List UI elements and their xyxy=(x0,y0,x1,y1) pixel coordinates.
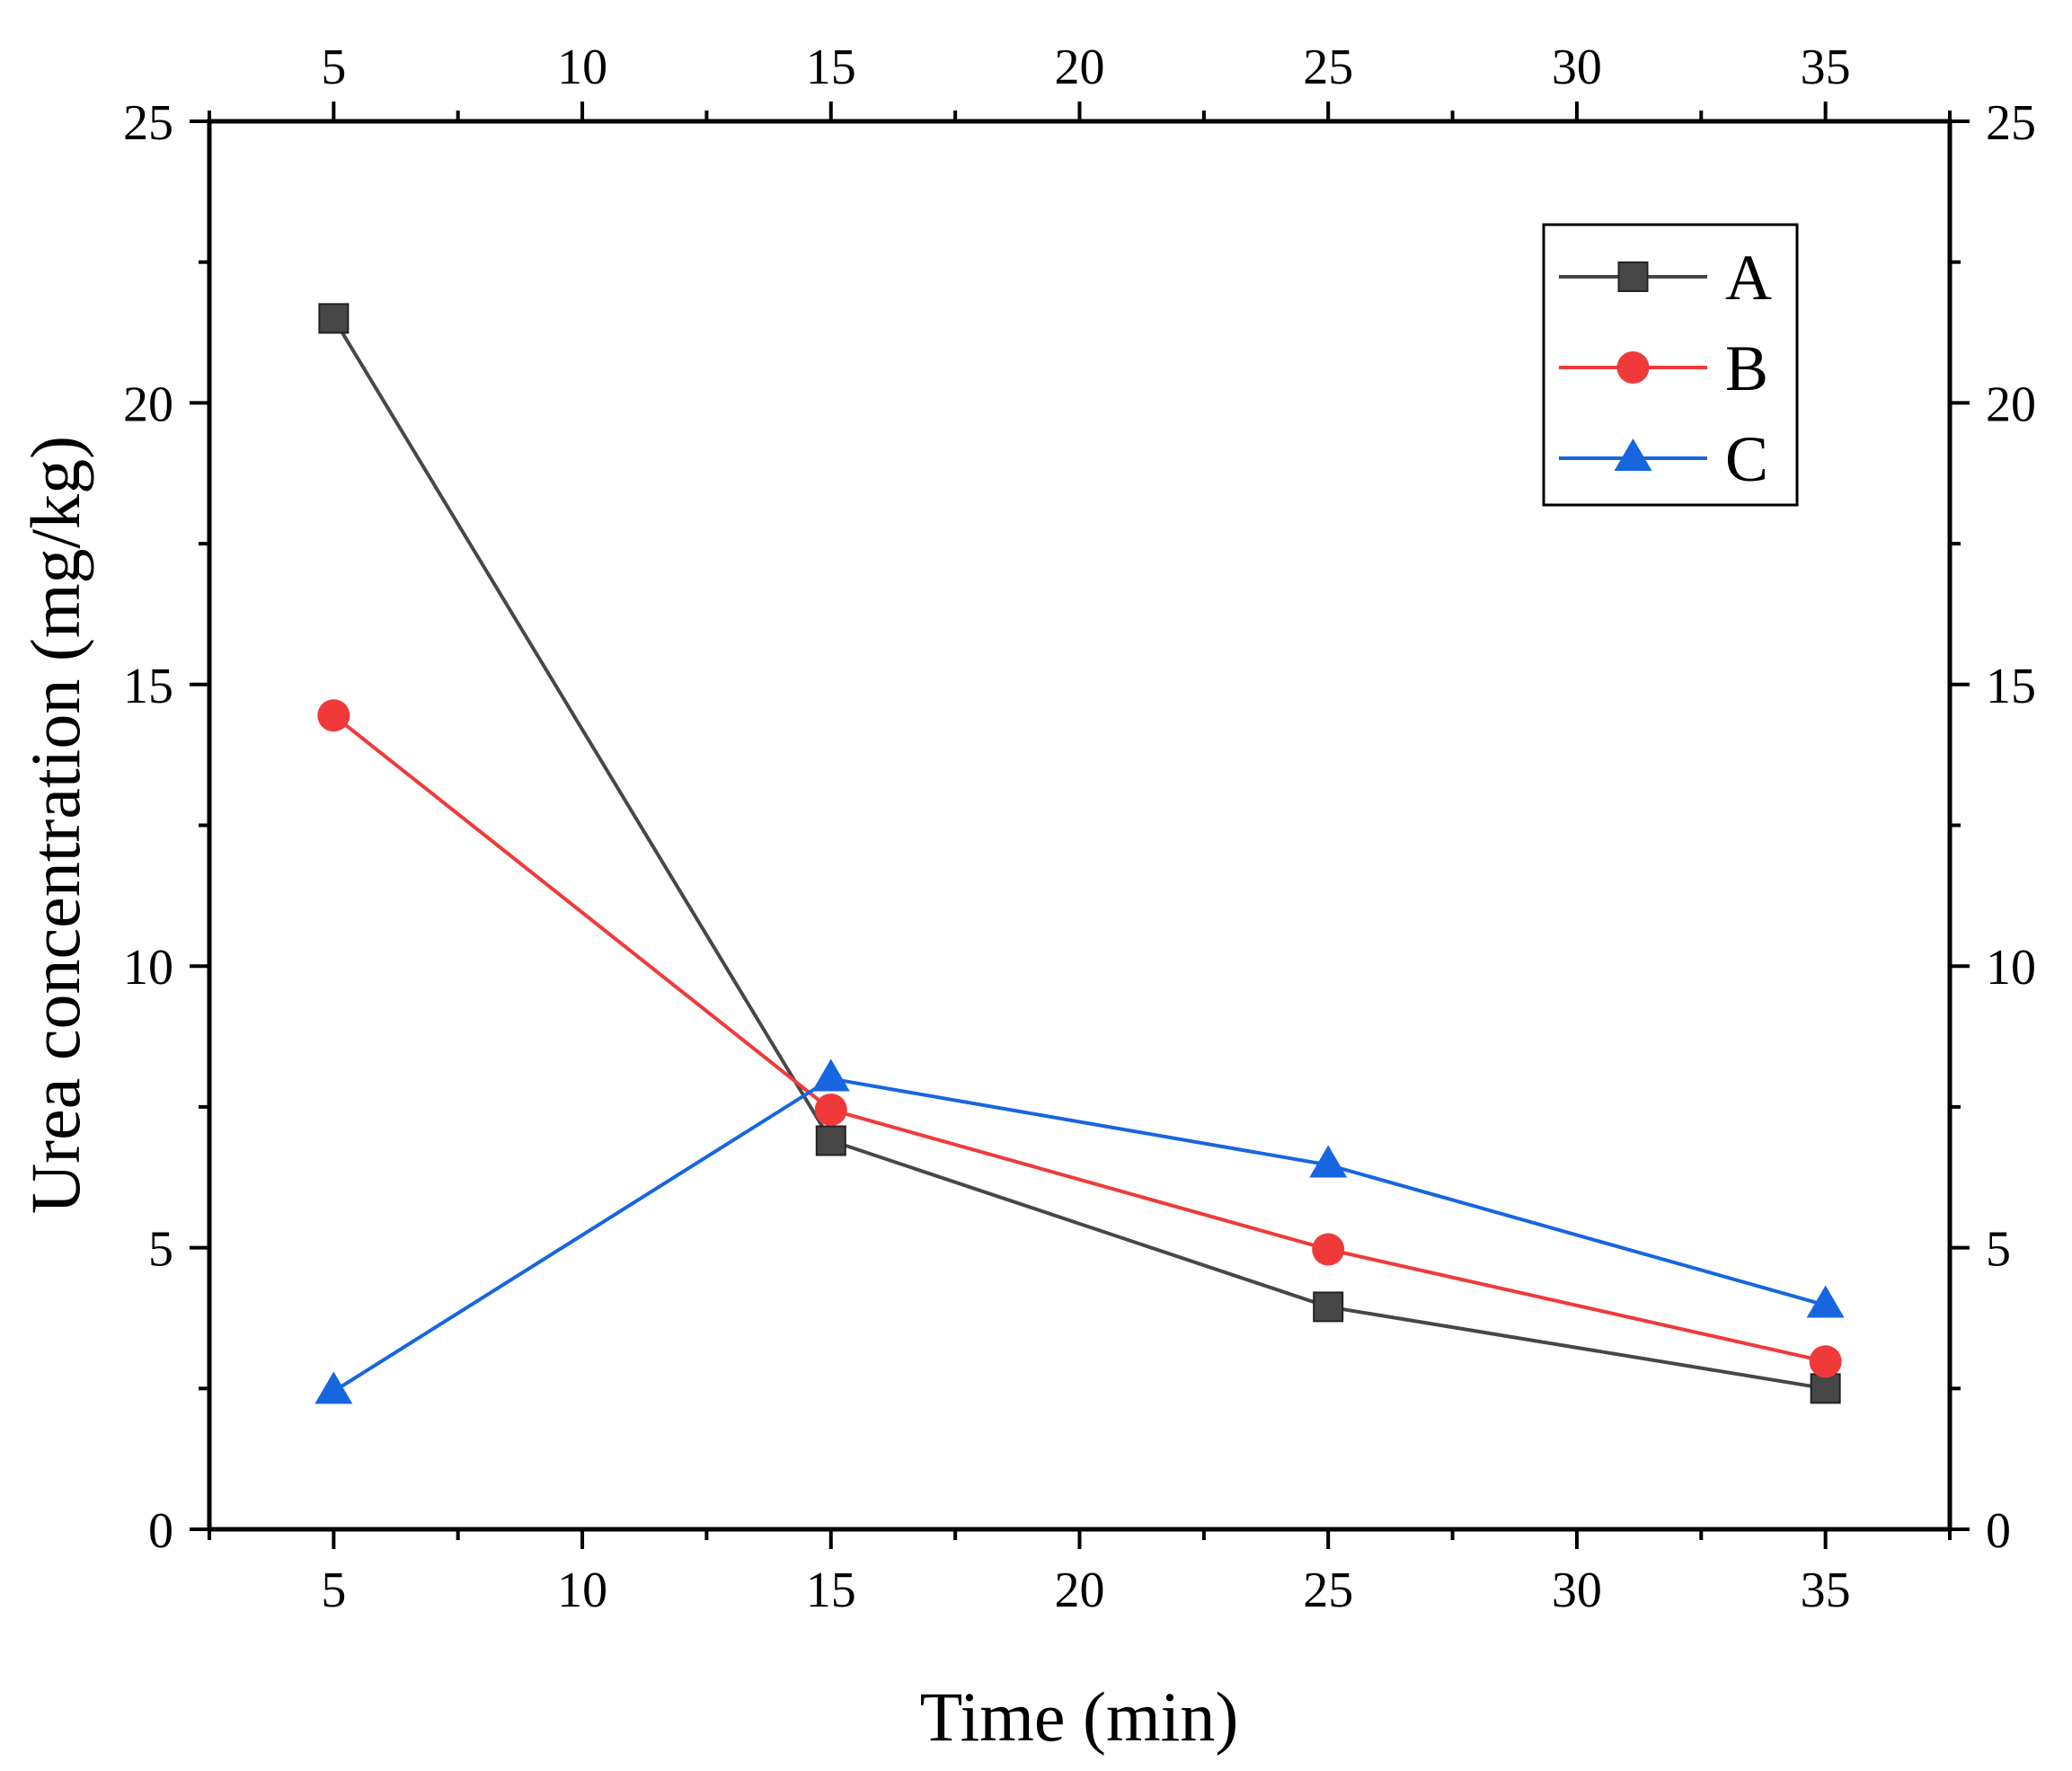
x-tick-label-bottom: 15 xyxy=(806,1563,856,1618)
series-b-point xyxy=(317,699,350,732)
series-a-point xyxy=(1810,1373,1841,1404)
x-tick-label-top: 25 xyxy=(1303,40,1353,95)
y-tick-label-right: 20 xyxy=(1986,376,2036,432)
x-tick-label-top: 10 xyxy=(557,40,607,95)
y-tick-label-right: 15 xyxy=(1986,659,2036,714)
series-b xyxy=(332,713,1827,1364)
series-c-point xyxy=(314,1371,353,1404)
series-c-markers xyxy=(314,1058,1845,1404)
series-a-line xyxy=(332,317,1826,1391)
axis-tick-labels: 5 5 10 10 15 15 20 20 25 25 30 30 35 35 0 0 5 5 10 10 15 15 20… xyxy=(123,40,2036,1618)
x-tick-label-bottom: 20 xyxy=(1055,1563,1105,1618)
legend-a-marker xyxy=(1617,261,1649,292)
series-b-line xyxy=(332,713,1827,1364)
legend-items: ABC xyxy=(1559,242,1772,495)
y-tick-label-left: 15 xyxy=(123,659,173,714)
series-a-markers xyxy=(318,303,1841,1404)
data-series xyxy=(314,303,1845,1404)
legend-b-marker xyxy=(1616,351,1650,384)
y-tick-label-right: 10 xyxy=(1986,940,2036,996)
y-tick-label-right: 5 xyxy=(1986,1222,2011,1278)
x-tick-label-bottom: 10 xyxy=(557,1563,607,1618)
y-tick-label-left: 5 xyxy=(148,1222,173,1278)
series-c-point xyxy=(1309,1145,1348,1178)
series-c xyxy=(332,1076,1827,1394)
x-tick-label-bottom: 30 xyxy=(1552,1563,1602,1618)
series-a-point xyxy=(815,1125,846,1156)
legend-item-a: A xyxy=(1559,242,1772,314)
series-a-point xyxy=(1313,1291,1344,1323)
legend-a-label: A xyxy=(1725,242,1772,314)
series-b-point xyxy=(1312,1233,1345,1266)
y-tick-label-right: 25 xyxy=(1986,95,2036,151)
axis-ticks xyxy=(190,102,1970,1549)
x-tick-label-top: 5 xyxy=(321,40,346,95)
series-a-point xyxy=(318,303,350,334)
y-tick-label-left: 25 xyxy=(123,95,173,151)
legend-b-label: B xyxy=(1725,332,1768,404)
y-tick-label-left: 10 xyxy=(123,940,173,996)
series-c-point xyxy=(811,1058,850,1092)
series-c-point xyxy=(1806,1285,1845,1318)
legend-item-c: C xyxy=(1559,423,1768,495)
x-tick-label-bottom: 35 xyxy=(1801,1563,1851,1618)
y-tick-label-right: 0 xyxy=(1986,1503,2011,1559)
x-tick-label-top: 35 xyxy=(1801,40,1851,95)
series-a xyxy=(332,317,1826,1391)
x-axis-title: Time (min) xyxy=(920,1678,1239,1756)
series-c-line xyxy=(332,1076,1827,1394)
series-b-point xyxy=(1809,1345,1842,1378)
x-tick-label-top: 30 xyxy=(1552,40,1602,95)
x-tick-label-top: 15 xyxy=(806,40,856,95)
x-tick-label-bottom: 5 xyxy=(321,1563,346,1618)
legend-c-label: C xyxy=(1725,423,1768,495)
x-tick-label-top: 20 xyxy=(1055,40,1105,95)
legend-item-b: B xyxy=(1559,332,1768,404)
legend-c-marker xyxy=(1614,438,1652,471)
y-axis-title: Urea concentration (mg/kg) xyxy=(16,436,94,1214)
y-tick-label-left: 0 xyxy=(148,1503,173,1559)
y-tick-label-left: 20 xyxy=(123,376,173,432)
series-b-markers xyxy=(317,699,1842,1378)
legend: ABC xyxy=(1542,223,1799,507)
series-b-point xyxy=(814,1094,847,1127)
x-tick-label-bottom: 25 xyxy=(1303,1563,1353,1618)
